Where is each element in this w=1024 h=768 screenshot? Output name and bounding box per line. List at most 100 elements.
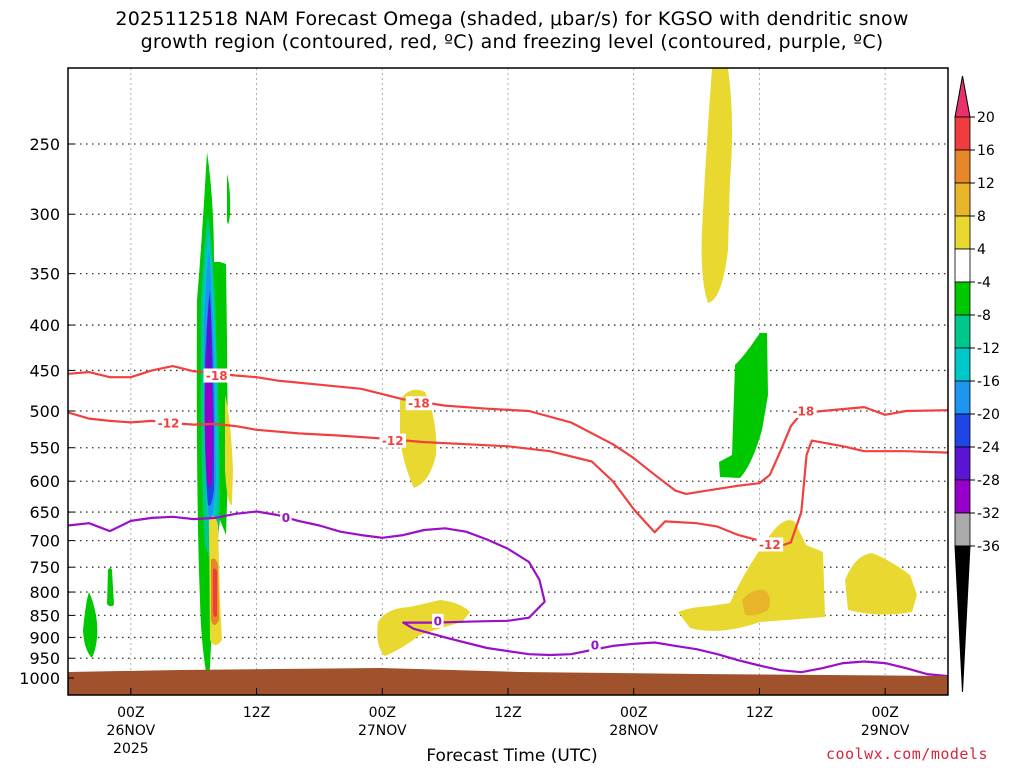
contour-label: 0 [434, 614, 442, 628]
y-tick-label: 500 [29, 402, 60, 421]
colorbar-label: -28 [977, 473, 1000, 489]
contour-label: -18 [206, 369, 228, 383]
y-tick-label: 450 [29, 361, 60, 380]
y-tick-label: 650 [29, 503, 60, 522]
contour-label: 0 [282, 511, 290, 525]
colorbar-box [954, 347, 971, 382]
y-tick-label: 1000 [19, 669, 60, 688]
y-tick-label: 400 [29, 316, 60, 335]
colorbar-top-arrow [954, 75, 971, 118]
colorbar-label: -36 [977, 539, 1000, 555]
x-tick-label: 00Z [871, 705, 898, 721]
omega-shade-green-28nov [719, 333, 768, 478]
contour-freezing-level [68, 510, 948, 678]
y-axis: 250 300 350 400 450 500 550 600 650 700 750 800 850 9… [19, 135, 74, 688]
colorbar-box [954, 149, 971, 184]
colorbar-label: -8 [977, 308, 991, 324]
omega-shade-yellow-29nov [845, 553, 917, 615]
y-tick-label: 900 [29, 628, 60, 647]
contour-label-bg [280, 510, 292, 525]
credit-text: coolwx.com/models [826, 745, 989, 763]
contour-label-bg [203, 368, 231, 383]
omega-shade-orange-28nov [742, 589, 770, 616]
x-tick-label: 12Z [746, 705, 773, 721]
omega-shade-green-low [83, 592, 98, 658]
colorbar-label: -32 [977, 506, 1000, 522]
x-tick-label: 00Z [620, 705, 647, 721]
y-tick-label: 750 [29, 558, 60, 577]
x-tick-date: 29NOV [861, 723, 910, 739]
colorbar-label: 4 [977, 242, 986, 258]
contour-temp-minus12 [68, 411, 948, 548]
y-tick-label: 800 [29, 583, 60, 602]
chart-title-line-1: 2025112518 NAM Forecast Omega (shaded, μ… [115, 8, 909, 30]
colorbar-box [954, 116, 971, 151]
omega-shade-green-column-2 [227, 174, 231, 224]
contour-label: -12 [158, 417, 180, 431]
x-tick-label: 12Z [494, 705, 521, 721]
terrain-surface [68, 668, 948, 695]
omega-shade-yellow-27nov-mid [400, 389, 437, 488]
colorbar-label: -12 [977, 341, 1000, 357]
colorbar-label: 20 [977, 110, 995, 126]
colorbar-box [954, 446, 971, 481]
colorbar-label: 8 [977, 209, 986, 225]
omega-shade-yellow-27nov-low [377, 600, 470, 656]
contour-label: 0 [591, 639, 599, 653]
contour-label-bg [432, 613, 444, 628]
x-axis: 00Z 26NOV 2025 12Z 00Z 27NOV 12Z 00Z 28NOV 12Z 00Z… [107, 688, 910, 757]
contour-label-bg [405, 396, 433, 411]
contour-temp-minus18 [68, 365, 948, 495]
x-tick-label: 00Z [117, 705, 144, 721]
y-tick-label: 700 [29, 532, 60, 551]
contour-label: -18 [408, 397, 430, 411]
omega-shade-red [213, 568, 217, 617]
colorbar-label: 12 [977, 176, 995, 192]
y-tick-label: 850 [29, 606, 60, 625]
contour-label-bg [589, 638, 601, 653]
colorbar-box [954, 248, 971, 283]
x-tick-label: 00Z [369, 705, 396, 721]
x-tick-date: 26NOV [107, 723, 156, 739]
colorbar-box [954, 215, 971, 250]
omega-shade-yellow-column-mid [225, 395, 233, 505]
colorbar-box [954, 182, 971, 217]
x-tick-date: 27NOV [358, 723, 407, 739]
contour-label: -18 [793, 405, 815, 419]
colorbar-label: -16 [977, 374, 1000, 390]
contour-lines [68, 365, 948, 678]
colorbar-bottom-arrow [954, 545, 971, 693]
y-tick-label: 350 [29, 265, 60, 284]
x-tick-year: 2025 [113, 741, 149, 757]
omega-shade-green-low-2 [107, 568, 114, 607]
chart-title-line-2: growth region (contoured, red, ºC) and f… [140, 31, 884, 53]
y-tick-label: 600 [29, 472, 60, 491]
contour-label-bg [756, 537, 784, 552]
y-tick-label: 250 [29, 135, 60, 154]
y-tick-label: 950 [29, 649, 60, 668]
colorbar-label: -20 [977, 407, 1000, 423]
colorbar-box [954, 512, 971, 547]
colorbar-label: 16 [977, 143, 995, 159]
colorbar-label: -4 [977, 275, 991, 291]
colorbar-box [954, 314, 971, 349]
omega-shade-yellow-28nov-low [678, 520, 825, 631]
x-tick-label: 12Z [243, 705, 270, 721]
x-axis-title: Forecast Time (UTC) [426, 746, 598, 766]
omega-colorbar: 20 16 12 8 4 -4 -8 -12 -16 -20 -24 -28 -32 -36 [954, 75, 1000, 693]
colorbar-box [954, 413, 971, 448]
contour-label-bg [379, 433, 407, 448]
y-tick-label: 300 [29, 205, 60, 224]
colorbar-label: -24 [977, 440, 1000, 456]
colorbar-box [954, 380, 971, 415]
x-tick-date: 28NOV [609, 723, 658, 739]
contour-labels: -18 -18 -18 -12 -12 -12 0 0 0 [155, 368, 817, 653]
colorbar-box [954, 479, 971, 514]
colorbar-box [954, 281, 971, 316]
y-tick-label: 550 [29, 439, 60, 458]
contour-label-bg [155, 416, 182, 431]
omega-shading [83, 68, 917, 688]
omega-shade-darkpurple [207, 300, 212, 385]
contour-label-bg [790, 404, 817, 418]
omega-shade-yellow-upper [701, 68, 733, 303]
